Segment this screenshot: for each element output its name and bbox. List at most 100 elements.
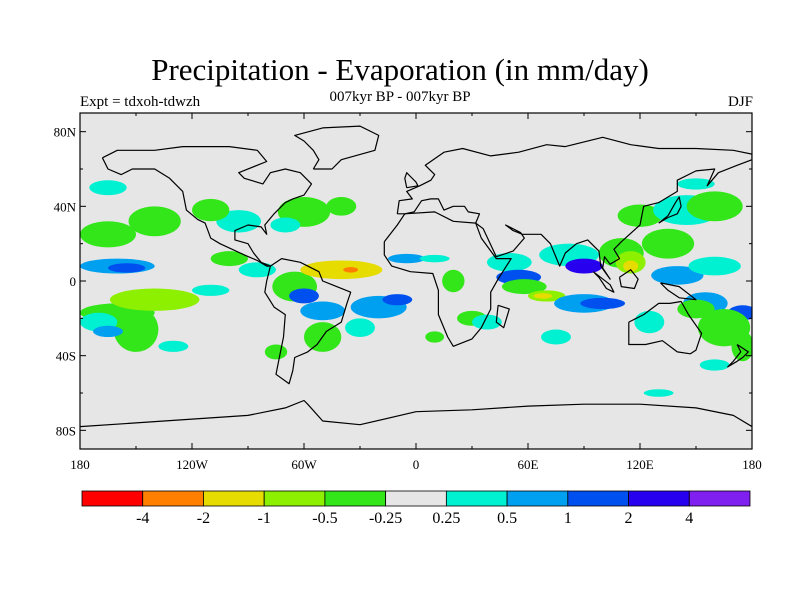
colorbar-label: 2 <box>625 510 633 527</box>
field-region-26 <box>192 198 230 222</box>
pe-field <box>80 178 752 397</box>
field-region-2 <box>109 288 200 311</box>
field-region-56 <box>634 310 665 334</box>
x-tick-label: 180 <box>70 457 90 472</box>
coastline-greenland <box>294 125 380 170</box>
field-region-3 <box>80 221 136 248</box>
colorbar-swatch-9 <box>628 490 690 507</box>
field-region-25 <box>216 210 262 233</box>
coastline-new-guinea <box>660 282 697 301</box>
field-region-4 <box>128 206 181 237</box>
field-region-11 <box>192 284 230 296</box>
field-region-41 <box>565 258 603 274</box>
season-label: DJF <box>727 94 753 110</box>
field-region-21 <box>382 294 413 306</box>
field-region-15 <box>289 288 319 304</box>
field-region-47 <box>641 228 695 259</box>
colorbar-label: -1 <box>258 510 271 527</box>
colorbar-swatch-6 <box>445 490 508 507</box>
colorbar-swatch-2 <box>203 490 265 507</box>
field-region-1 <box>113 307 159 352</box>
coastline-antarctica <box>80 399 752 428</box>
colorbar-swatch-10 <box>688 490 751 507</box>
colorbar-label: 0.25 <box>432 510 460 527</box>
field-region-16 <box>300 301 346 321</box>
y-tick-label: 40N <box>54 199 77 214</box>
colorbar <box>81 490 751 507</box>
coastline-sumatra <box>592 271 615 293</box>
chart-subtitle: 007kyr BP - 007kyr BP <box>329 89 471 105</box>
y-tick-label: 80N <box>54 125 77 140</box>
field-region-45 <box>617 204 663 227</box>
field-region-18 <box>300 260 383 280</box>
map-panel <box>80 113 752 449</box>
coastline-eurasia <box>396 136 752 280</box>
map-background <box>80 113 752 449</box>
field-region-50 <box>651 266 704 285</box>
field-region-24 <box>419 254 450 263</box>
field-region-49 <box>686 191 743 222</box>
field-region-58 <box>699 359 730 371</box>
colorbar-swatch-1 <box>142 490 204 507</box>
field-region-55 <box>677 299 715 319</box>
field-region-9 <box>93 325 123 337</box>
colorbar-swatch-4 <box>324 490 387 507</box>
field-region-61 <box>643 389 674 397</box>
colorbar-swatch-3 <box>263 490 326 507</box>
field-region-48 <box>677 178 715 190</box>
x-tick-label: 60W <box>291 457 317 472</box>
coastline-north-america <box>101 146 313 267</box>
field-region-59 <box>425 331 444 343</box>
field-region-32 <box>472 314 502 330</box>
colorbar-swatch-8 <box>567 490 629 507</box>
coastline-borneo <box>618 269 639 290</box>
x-axis: 180 120W 60W 0 60E 120E 180 <box>70 113 762 472</box>
coastline-madagascar <box>495 304 510 329</box>
coastline-australia <box>628 300 703 355</box>
field-region-29 <box>326 197 357 216</box>
field-region-22 <box>345 318 375 337</box>
coastlines <box>80 125 752 428</box>
field-region-10 <box>158 340 189 352</box>
experiment-label: Expt = tdxoh-tdwzh <box>80 94 201 110</box>
field-region-35 <box>501 279 547 295</box>
x-tick-label: 120E <box>626 457 654 472</box>
field-region-60 <box>264 344 288 360</box>
field-region-23 <box>388 253 426 264</box>
colorbar-labels: -4 -2 -1 -0.5 -0.25 0.25 0.5 1 2 4 <box>136 510 693 527</box>
field-region-28 <box>270 217 301 233</box>
colorbar-swatch-5 <box>385 490 447 507</box>
colorbar-label: -0.5 <box>312 510 337 527</box>
x-tick-label: 120W <box>176 457 209 472</box>
coastline-new-zealand <box>727 343 749 368</box>
chart-title: Precipitation - Evaporation (in mm/day) <box>151 52 649 87</box>
field-region-39 <box>580 297 626 309</box>
coastline-uk <box>404 172 419 189</box>
field-region-5 <box>89 180 127 196</box>
field-region-51 <box>688 256 741 276</box>
x-tick-label: 0 <box>413 457 420 472</box>
y-tick-label: 80S <box>56 423 76 438</box>
field-region-13 <box>210 251 248 267</box>
field-region-62 <box>541 329 571 345</box>
colorbar-swatch-7 <box>506 490 569 507</box>
y-tick-label: 0 <box>70 274 77 289</box>
colorbar-swatch-0 <box>81 490 144 507</box>
field-region-37 <box>533 293 553 299</box>
y-tick-label: 40S <box>56 349 76 364</box>
colorbar-label: 4 <box>685 510 693 527</box>
coastline-south-america <box>264 258 352 385</box>
colorbar-label: -2 <box>197 510 210 527</box>
field-region-19 <box>343 267 359 273</box>
field-region-30 <box>442 269 465 293</box>
x-tick-label: 60E <box>518 457 539 472</box>
colorbar-label: -4 <box>136 510 149 527</box>
field-region-7 <box>108 263 146 273</box>
coastline-africa <box>383 211 512 347</box>
colorbar-label: 0.5 <box>497 510 517 527</box>
colorbar-label: -0.25 <box>369 510 402 527</box>
colorbar-label: 1 <box>564 510 572 527</box>
y-axis: 80N 40N 0 40S 80S <box>54 125 752 438</box>
field-region-44 <box>623 260 639 272</box>
